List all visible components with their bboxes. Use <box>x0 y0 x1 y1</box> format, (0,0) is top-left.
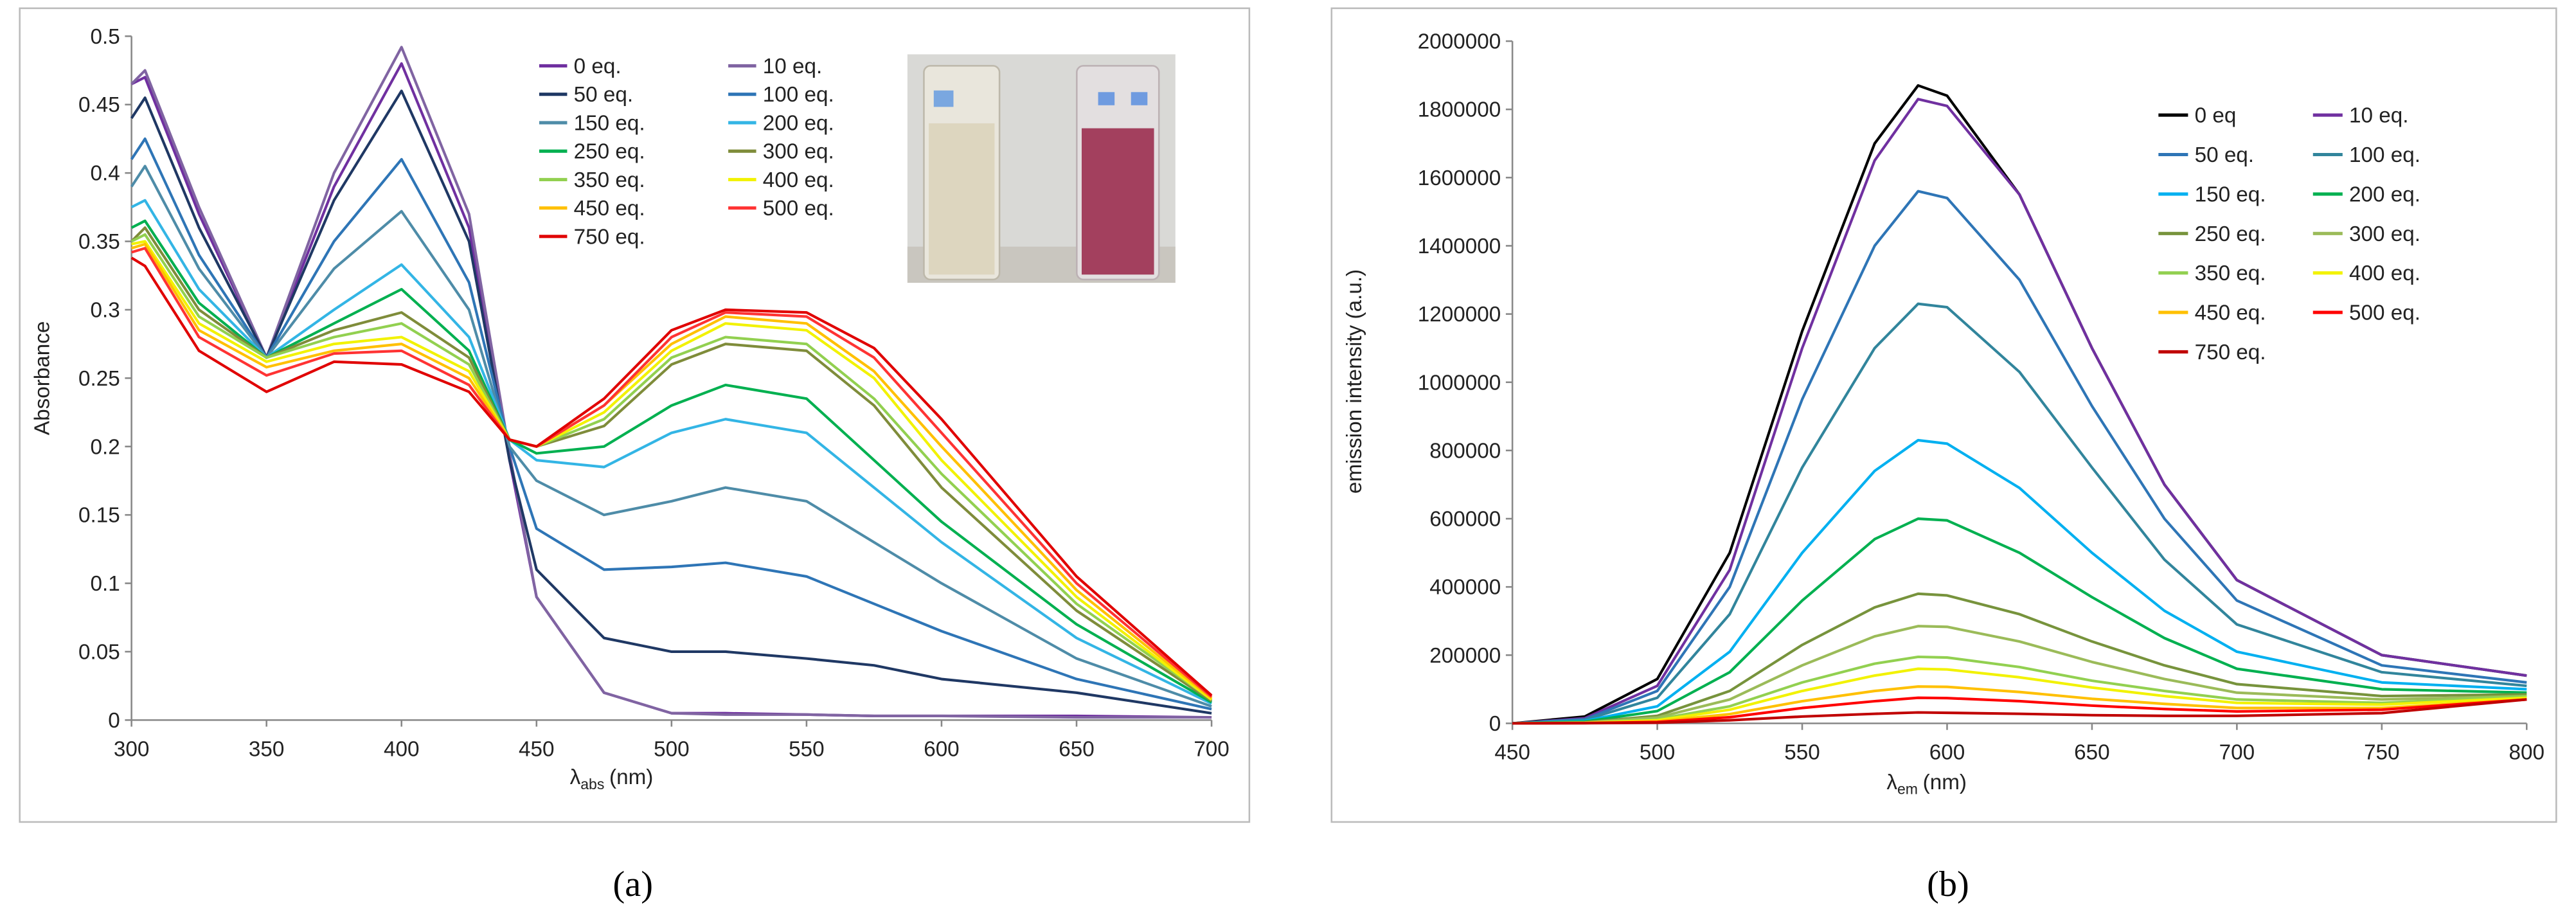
legend-label: 500 eq. <box>763 197 834 220</box>
series-line <box>1512 302 2527 725</box>
legend-label: 300 eq. <box>763 140 834 164</box>
series-line <box>1512 98 2527 725</box>
legend-label: 250 eq. <box>574 140 645 164</box>
x-tick-label: 350 <box>249 738 284 762</box>
x-tick-label: 750 <box>2364 741 2399 765</box>
legend-label: 150 eq. <box>2195 183 2266 206</box>
x-tick-label: 650 <box>2074 741 2109 765</box>
series-line <box>130 46 1212 719</box>
legend-label: 200 eq. <box>2349 183 2420 206</box>
y-tick-label: 0 <box>1489 712 1501 736</box>
legend-label: 200 eq. <box>763 111 834 135</box>
legend-label: 10 eq. <box>2349 104 2408 128</box>
x-tick-label: 500 <box>1640 741 1675 765</box>
y-tick-label: 2000000 <box>1418 30 1501 54</box>
y-tick-label: 0.15 <box>78 504 120 528</box>
y-tick-label: 400000 <box>1429 576 1501 600</box>
x-tick-label: 800 <box>2509 741 2545 765</box>
series-line <box>130 256 1213 697</box>
y-tick-label: 0.2 <box>90 435 120 459</box>
x-tick-label: 300 <box>114 738 149 762</box>
legend-label: 10 eq. <box>763 55 822 78</box>
y-tick-label: 600000 <box>1429 508 1501 532</box>
x-label-symbol: λ <box>1886 771 1897 794</box>
legend-label: 0 eq <box>2195 104 2237 128</box>
y-axis-label: emission intensity (a.u.) <box>1343 269 1366 494</box>
y-tick-label: 0.4 <box>90 162 120 186</box>
series-line <box>1512 190 2527 725</box>
legend-label: 100 eq. <box>2349 143 2420 167</box>
y-tick-label: 0.45 <box>78 93 120 117</box>
legend-label: 400 eq. <box>2349 262 2420 285</box>
series-line <box>1512 625 2527 725</box>
legend-label: 750 eq. <box>574 225 645 249</box>
series-line <box>130 219 1213 704</box>
x-tick-label: 600 <box>1929 741 1965 765</box>
series-line <box>1512 438 2527 725</box>
series-line <box>130 199 1212 705</box>
x-tick-label: 700 <box>2219 741 2255 765</box>
y-tick-label: 0.5 <box>90 25 120 49</box>
x-tick-label: 450 <box>519 738 554 762</box>
legend-label: 350 eq. <box>2195 262 2266 285</box>
legend-label: 100 eq. <box>763 83 834 107</box>
series-line <box>1512 655 2527 725</box>
y-tick-label: 0.35 <box>78 230 120 254</box>
x-axis-label: λabs (nm) <box>570 765 654 792</box>
legend-label: 750 eq. <box>2195 341 2266 364</box>
series-line <box>130 137 1212 711</box>
legend-label: 150 eq. <box>574 111 645 135</box>
inset-photo <box>907 54 1176 283</box>
legend-label: 50 eq. <box>2195 143 2254 167</box>
series-line <box>1512 667 2527 725</box>
y-tick-label: 800000 <box>1429 439 1501 463</box>
y-tick-label: 0.25 <box>78 367 120 391</box>
x-tick-label: 550 <box>1784 741 1820 765</box>
x-tick-label: 500 <box>654 738 689 762</box>
x-label-unit: (nm) <box>609 765 653 789</box>
series-line <box>1512 517 2527 725</box>
x-tick-label: 650 <box>1059 738 1094 762</box>
y-axis-label: Absorbance <box>31 321 55 435</box>
y-tick-label: 1400000 <box>1418 235 1501 258</box>
legend-label: 450 eq. <box>574 197 645 220</box>
y-tick-label: 1800000 <box>1418 98 1501 122</box>
legend-label: 250 eq. <box>2195 222 2266 246</box>
x-tick-label: 550 <box>789 738 824 762</box>
series-line <box>130 165 1212 708</box>
legend-label: 350 eq. <box>574 168 645 192</box>
series-line <box>1512 698 2527 725</box>
y-tick-label: 0.05 <box>78 640 120 664</box>
x-tick-label: 450 <box>1494 741 1530 765</box>
x-tick-label: 700 <box>1194 738 1229 762</box>
series-line <box>1512 592 2527 725</box>
legend-label: 500 eq. <box>2349 301 2420 325</box>
y-tick-label: 1600000 <box>1418 166 1501 190</box>
panel-label: (a) <box>613 864 653 904</box>
y-tick-label: 1000000 <box>1418 371 1501 395</box>
legend-label: 450 eq. <box>2195 301 2266 325</box>
x-label-subscript: abs <box>580 776 604 792</box>
x-label-unit: (nm) <box>1923 771 1967 794</box>
y-tick-label: 0.1 <box>90 572 120 596</box>
x-tick-label: 600 <box>924 738 959 762</box>
y-tick-label: 1200000 <box>1418 303 1501 326</box>
y-tick-label: 0.3 <box>90 298 120 322</box>
x-label-subscript: em <box>1897 780 1918 797</box>
panel-label: (b) <box>1927 864 1969 904</box>
y-tick-label: 0 <box>108 709 120 733</box>
series-line <box>130 89 1212 715</box>
legend-label: 50 eq. <box>574 83 633 107</box>
legend-label: 400 eq. <box>763 168 834 192</box>
x-label-symbol: λ <box>570 765 581 789</box>
legend-label: 0 eq. <box>574 55 622 78</box>
y-tick-label: 200000 <box>1429 644 1501 668</box>
x-axis-label: λem (nm) <box>1886 771 1967 798</box>
x-tick-label: 400 <box>384 738 419 762</box>
legend-label: 300 eq. <box>2349 222 2420 246</box>
